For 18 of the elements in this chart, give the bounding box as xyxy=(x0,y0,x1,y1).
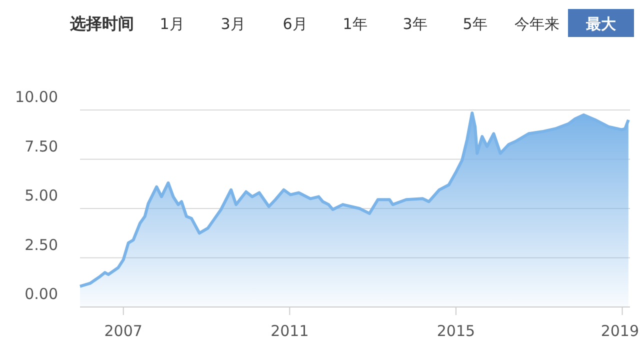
x-tick-label: 2007 xyxy=(104,322,142,340)
x-tick-label: 2015 xyxy=(436,322,476,340)
text: 5年 xyxy=(462,15,488,33)
chart-title: 选择时间 xyxy=(69,14,134,33)
text: 1月 xyxy=(160,15,184,33)
text: 今年来 xyxy=(514,15,560,33)
x-tick-label: 2019 xyxy=(600,322,639,340)
text: 3月 xyxy=(220,15,246,33)
y-tick-label: 10.00 xyxy=(15,88,58,106)
y-tick-label: 0.00 xyxy=(24,285,58,303)
text: 3年 xyxy=(402,15,428,33)
x-tick-label: 2011 xyxy=(270,322,309,340)
y-tick-label: 2.50 xyxy=(24,236,58,254)
y-tick-label: 7.50 xyxy=(24,137,58,156)
text: 1年 xyxy=(342,15,368,33)
text: 最大 xyxy=(585,15,617,33)
y-tick-label: 5.00 xyxy=(24,186,58,204)
text: 6月 xyxy=(282,15,308,33)
